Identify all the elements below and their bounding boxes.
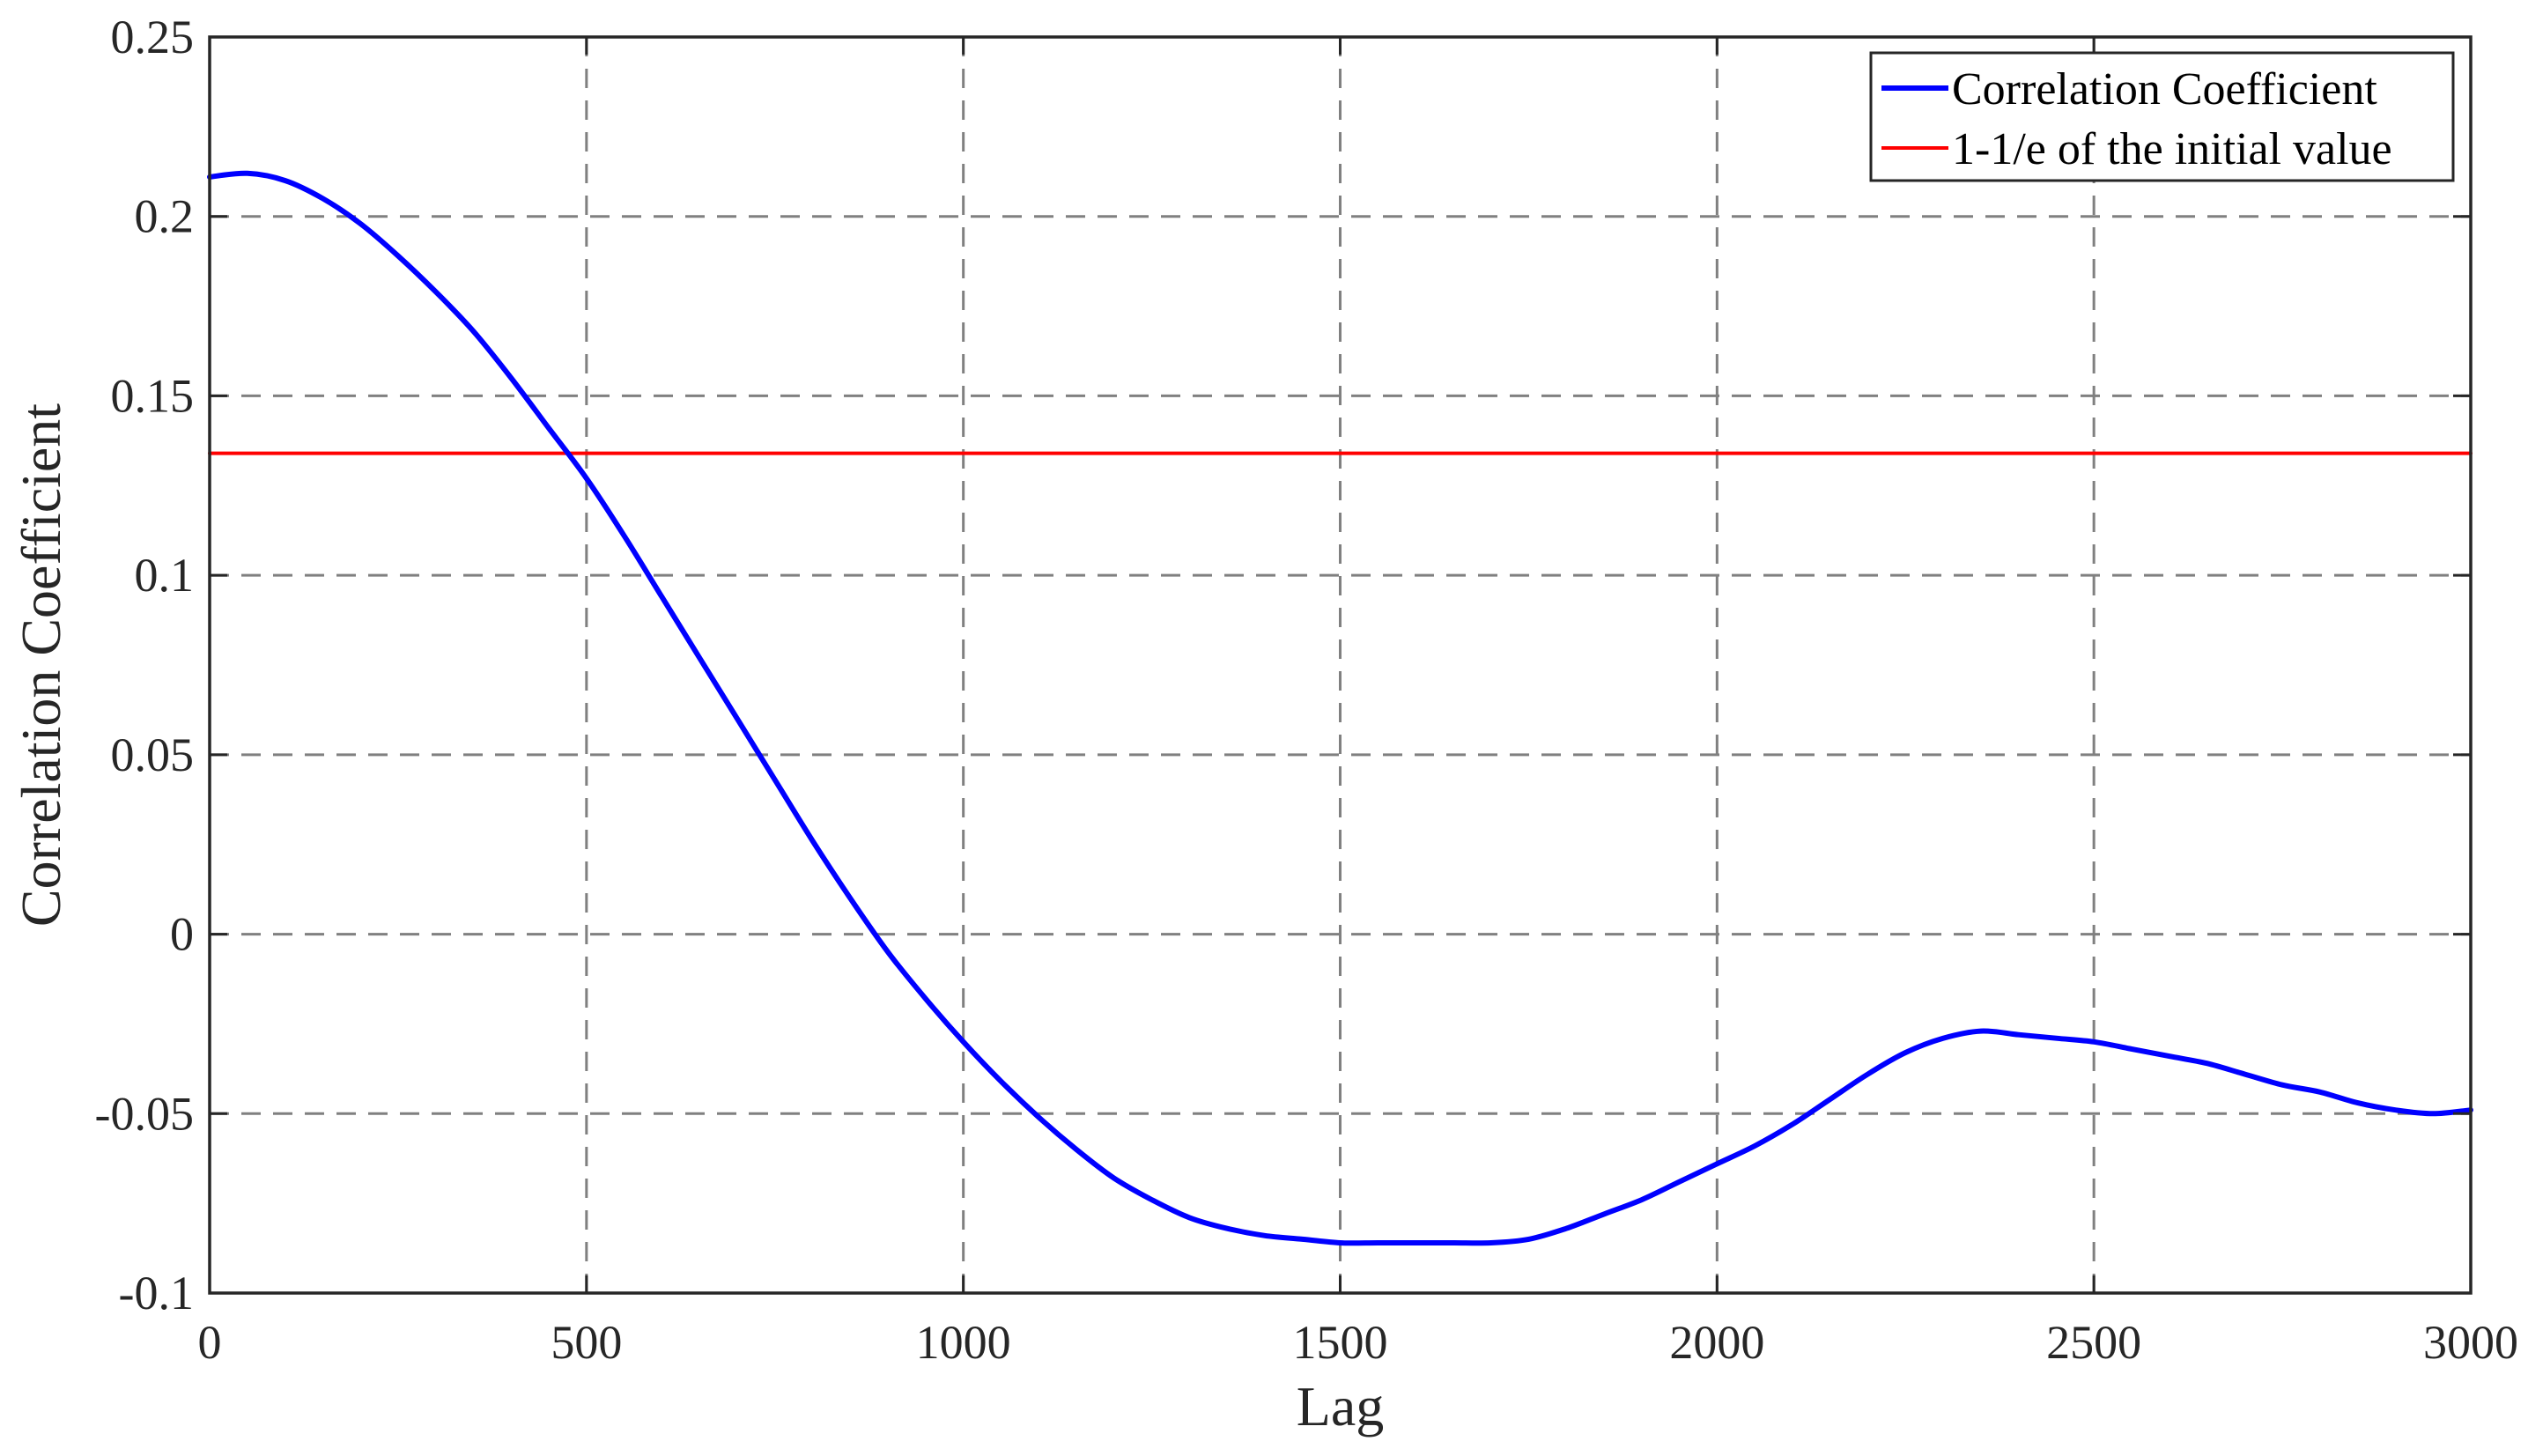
x-tick-label: 2000 (1669, 1316, 1764, 1369)
y-tick-labels: -0.1 -0.05 0 0.05 0.1 0.15 0.2 0.25 (95, 11, 194, 1319)
y-tick-label: 0 (170, 908, 194, 961)
x-axis-title: Lag (1297, 1375, 1385, 1438)
y-axis-title: Correlation Coefficient (10, 403, 72, 927)
legend: Correlation Coefficient 1-1/e of the ini… (1869, 51, 2455, 182)
tick-marks (208, 35, 2473, 1295)
x-tick-labels: 0 500 1000 1500 2000 2500 3000 (198, 1316, 2519, 1369)
y-tick-label: 0.05 (111, 728, 195, 781)
x-tick-label: 1000 (916, 1316, 1011, 1369)
y-tick-label: 0.2 (135, 190, 195, 243)
legend-box (1869, 51, 2455, 182)
series-layer (207, 170, 2473, 1246)
x-tick-label: 0 (198, 1316, 222, 1369)
legend-label-correlation-coefficient: Correlation Coefficient (1952, 64, 2377, 115)
y-tick-label: 0.15 (111, 369, 195, 422)
series-line-correlation-coefficient (207, 170, 2473, 1246)
y-tick-label: 0.25 (111, 11, 195, 63)
y-tick-label: 0.1 (135, 549, 195, 602)
legend-label-threshold: 1-1/e of the initial value (1952, 124, 2392, 174)
x-tick-label: 1500 (1293, 1316, 1388, 1369)
x-tick-label: 500 (551, 1316, 622, 1369)
y-tick-label: -0.1 (119, 1267, 194, 1319)
grid-lines (210, 37, 2471, 1293)
x-tick-label: 3000 (2423, 1316, 2518, 1369)
y-tick-label: -0.05 (95, 1087, 194, 1140)
x-tick-label: 2500 (2046, 1316, 2141, 1369)
